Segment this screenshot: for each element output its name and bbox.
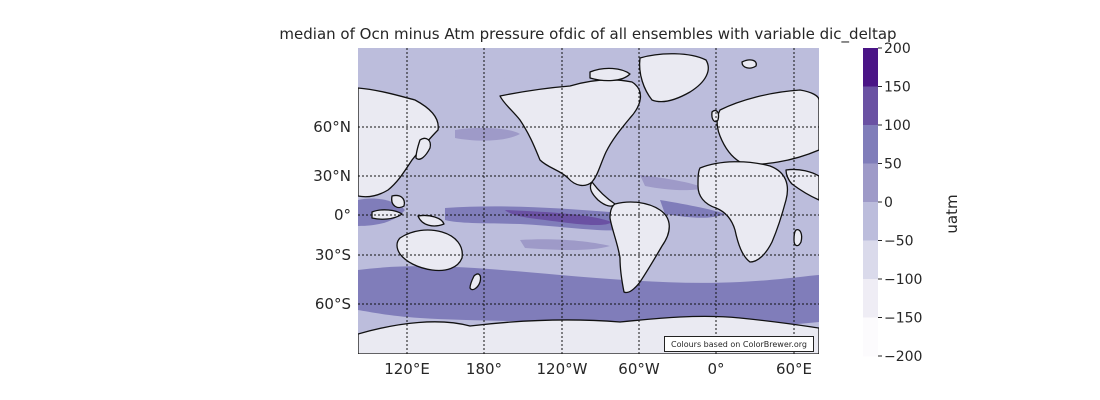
land-greenland — [638, 53, 709, 103]
lon-label-120e: 120°E — [384, 360, 430, 378]
land-arctic-islands — [589, 67, 631, 82]
colorbar-bin — [863, 202, 878, 241]
colorbar-tick-label: 50 — [884, 157, 902, 173]
land-africa — [697, 161, 789, 263]
colorbar-bin — [863, 48, 878, 87]
colorbrewer-credit: Colours based on ColorBrewer.org — [664, 336, 814, 352]
colorbar-tick-label: −200 — [884, 349, 922, 365]
land-japan — [415, 137, 432, 160]
lat-label-60s: 60°S — [315, 295, 351, 313]
colorbar-tick-label: 100 — [884, 118, 911, 134]
land-central-america — [589, 181, 616, 207]
colorbar-bin — [863, 125, 878, 164]
colorbar-tick-label: −150 — [884, 311, 922, 327]
colorbar-tick-label: −50 — [884, 234, 914, 250]
lat-label-60n: 60°N — [313, 118, 351, 136]
land-madagascar — [793, 228, 803, 247]
colorbar-tick-label: 0 — [884, 195, 893, 211]
colorbar-tick-label: −100 — [884, 272, 922, 288]
lon-label-60w: 60°W — [618, 360, 660, 378]
map-panel — [358, 48, 819, 354]
land-uk — [711, 109, 720, 123]
lon-label-60e: 60°E — [776, 360, 812, 378]
lat-label-30n: 30°N — [313, 167, 351, 185]
colorbar-bin — [863, 317, 878, 357]
map-title: median of Ocn minus Atm pressure ofdic o… — [279, 25, 897, 43]
lon-labels: 120°E 180° 120°W 60°W 0° 60°E — [384, 360, 812, 378]
lon-label-0: 0° — [707, 360, 724, 378]
land-australia — [396, 229, 463, 272]
lon-label-120w: 120°W — [537, 360, 588, 378]
colorbar-tick-label: 200 — [884, 41, 911, 57]
colorbar-bin — [863, 240, 878, 280]
colorbar-bin — [863, 163, 878, 203]
land-south-america — [609, 201, 670, 294]
land-north-america — [499, 79, 642, 187]
graticule — [358, 48, 819, 354]
lat-label-30s: 30°S — [315, 246, 351, 264]
lon-label-180: 180° — [466, 360, 502, 378]
land-svalbard — [741, 59, 757, 69]
colorbar-bin — [863, 279, 878, 318]
colorbar: 200 150 100 50 0 −50 −100 −150 −200 — [863, 41, 922, 365]
colorbar-unit-label: uatm — [943, 194, 961, 234]
lat-labels: 60°N 30°N 0° 30°S 60°S — [313, 118, 351, 313]
colorbar-tick-label: 150 — [884, 80, 911, 96]
land-borneo — [391, 194, 406, 209]
land-new-zealand — [469, 273, 482, 291]
land-new-guinea — [417, 214, 445, 227]
colorbar-bin — [863, 86, 878, 126]
lat-label-eq: 0° — [334, 206, 351, 224]
